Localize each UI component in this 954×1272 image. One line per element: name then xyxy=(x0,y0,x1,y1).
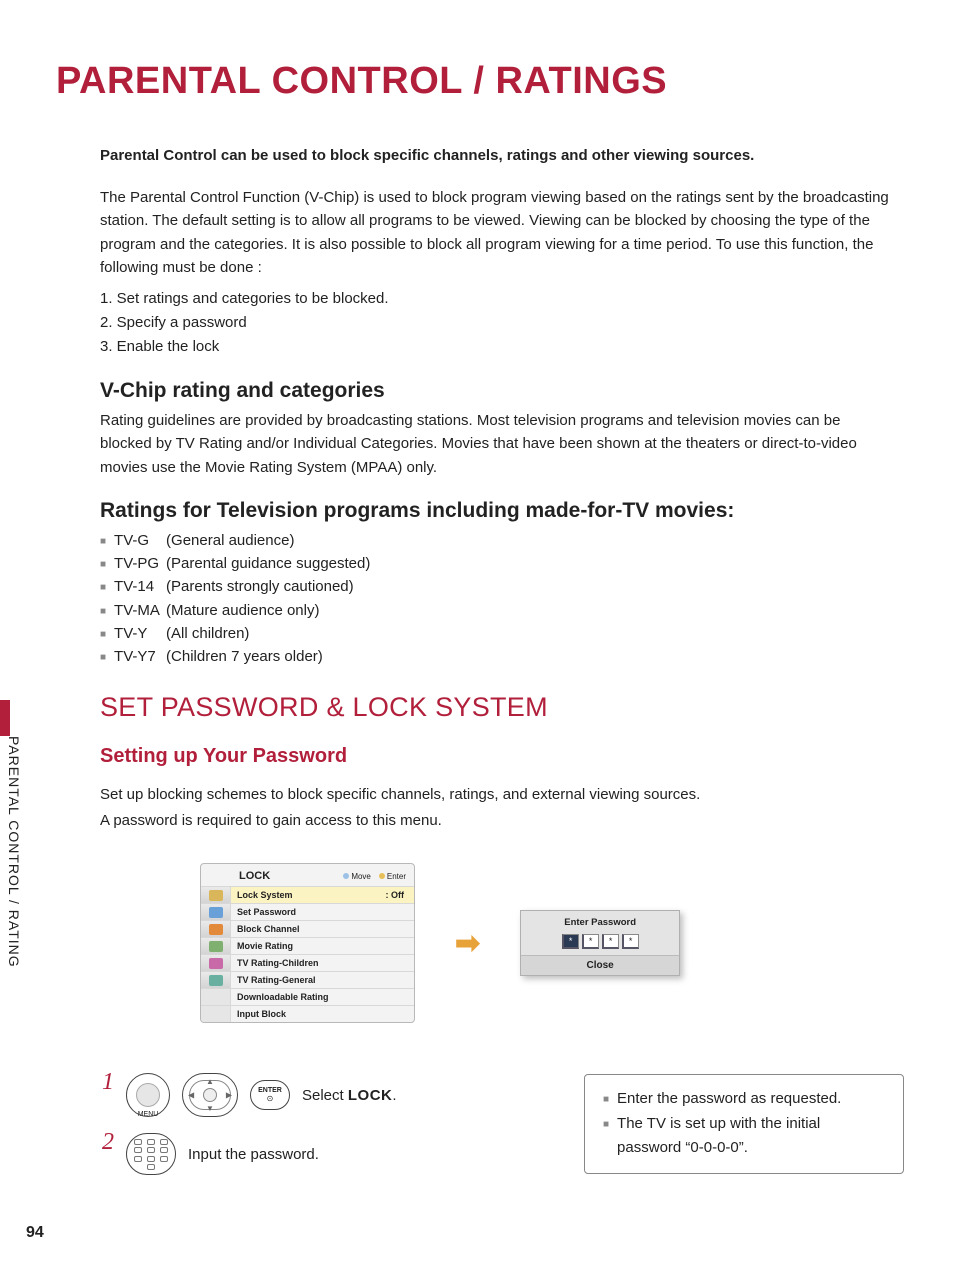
menu-icon xyxy=(201,989,231,1005)
page-number: 94 xyxy=(26,1224,44,1242)
intro-step: 2. Specify a password xyxy=(100,311,894,335)
rating-code: TV-G xyxy=(114,529,166,552)
vchip-paragraph: Rating guidelines are provided by broadc… xyxy=(100,409,894,479)
lock-menu-item[interactable]: Lock System: Off xyxy=(201,886,414,903)
rating-row: ■ TV-MA(Mature audience only) xyxy=(100,599,894,622)
note-box: ■Enter the password as requested. ■The T… xyxy=(584,1074,904,1174)
bullet-icon: ■ xyxy=(603,1092,609,1110)
menu-icon xyxy=(201,972,231,988)
menu-icon xyxy=(201,887,231,903)
vchip-heading: V-Chip rating and categories xyxy=(100,379,894,403)
lock-menu-item[interactable]: Input Block xyxy=(201,1005,414,1022)
enter-button-icon: ENTER ⊙ xyxy=(250,1080,290,1110)
rating-code: TV-MA xyxy=(114,599,166,622)
rating-desc: (Children 7 years older) xyxy=(166,645,323,668)
section-title: SET PASSWORD & LOCK SYSTEM xyxy=(100,692,894,723)
tv-ratings-list: ■ TV-G(General audience) ■ TV-PG(Parental g… xyxy=(100,529,894,669)
password-box[interactable]: * xyxy=(582,934,599,949)
intro-bold: Parental Control can be used to block sp… xyxy=(100,147,894,164)
side-tab-text: PARENTAL CONTROL / RATING xyxy=(6,736,22,968)
menu-icon xyxy=(201,938,231,954)
menu-button-label: MENU xyxy=(127,1111,169,1118)
setup-line: A password is required to gain access to… xyxy=(100,808,894,834)
rating-code: TV-PG xyxy=(114,552,166,575)
rating-desc: (All children) xyxy=(166,622,249,645)
bullet-icon: ■ xyxy=(603,1117,609,1159)
rating-desc: (Parental guidance suggested) xyxy=(166,552,370,575)
password-dialog-close[interactable]: Close xyxy=(521,955,679,975)
sub-title: Setting up Your Password xyxy=(100,745,894,768)
bullet-icon: ■ xyxy=(100,557,106,573)
password-dialog-title: Enter Password xyxy=(521,911,679,932)
note-line: The TV is set up with the initial passwo… xyxy=(617,1112,887,1159)
rating-row: ■ TV-Y(All children) xyxy=(100,622,894,645)
password-box[interactable]: * xyxy=(622,934,639,949)
intro-paragraph: The Parental Control Function (V-Chip) i… xyxy=(100,186,894,279)
lock-osd-title: LOCK xyxy=(239,870,270,882)
bullet-icon: ■ xyxy=(100,534,106,550)
lock-menu-item[interactable]: TV Rating-Children xyxy=(201,954,414,971)
menu-button-icon: MENU xyxy=(126,1073,170,1117)
lock-item-value: : Off xyxy=(386,890,415,900)
lock-item-label: TV Rating-Children xyxy=(231,958,414,968)
menu-icon xyxy=(201,955,231,971)
bullet-icon: ■ xyxy=(100,627,106,643)
lock-menu-item[interactable]: TV Rating-General xyxy=(201,971,414,988)
step-1-text: Select LOCK. xyxy=(302,1087,397,1104)
setup-line: Set up blocking schemes to block specifi… xyxy=(100,782,894,808)
note-line: Enter the password as requested. xyxy=(617,1087,841,1110)
intro-step: 1. Set ratings and categories to be bloc… xyxy=(100,287,894,311)
rating-code: TV-14 xyxy=(114,575,166,598)
menu-icon xyxy=(201,1006,231,1022)
bullet-icon: ■ xyxy=(100,650,106,666)
lock-menu-item[interactable]: Movie Rating xyxy=(201,937,414,954)
rating-code: TV-Y xyxy=(114,622,166,645)
lock-osd-panel: LOCK Move Enter Lock System: Off Set Pass… xyxy=(200,863,415,1023)
side-tab-bar xyxy=(0,700,10,736)
lock-item-label: TV Rating-General xyxy=(231,975,414,985)
lock-menu-item[interactable]: Downloadable Rating xyxy=(201,988,414,1005)
rating-row: ■ TV-14(Parents strongly cautioned) xyxy=(100,575,894,598)
rating-code: TV-Y7 xyxy=(114,645,166,668)
rating-desc: (Parents strongly cautioned) xyxy=(166,575,354,598)
lock-item-label: Set Password xyxy=(231,907,414,917)
password-box[interactable]: * xyxy=(562,934,579,949)
lock-osd-hints: Move Enter xyxy=(343,872,406,881)
password-boxes: * * * * xyxy=(521,932,679,955)
step-number: 1 xyxy=(100,1069,114,1096)
lock-osd-header: LOCK Move Enter xyxy=(201,864,414,886)
side-tab: PARENTAL CONTROL / RATING xyxy=(0,700,22,1000)
rating-row: ■ TV-G(General audience) xyxy=(100,529,894,552)
intro-step: 3. Enable the lock xyxy=(100,335,894,359)
page-title: PARENTAL CONTROL / RATINGS xyxy=(56,60,904,103)
rating-row: ■ TV-PG(Parental guidance suggested) xyxy=(100,552,894,575)
password-box[interactable]: * xyxy=(602,934,619,949)
menu-icon xyxy=(201,904,231,920)
step-number: 2 xyxy=(100,1129,114,1156)
tv-ratings-heading: Ratings for Television programs includin… xyxy=(100,499,894,523)
password-dialog: Enter Password * * * * Close xyxy=(520,910,680,976)
step-2-text: Input the password. xyxy=(188,1146,319,1163)
lock-item-label: Downloadable Rating xyxy=(231,992,414,1002)
lock-item-label: Input Block xyxy=(231,1009,414,1019)
enter-button-label: ENTER xyxy=(258,1087,282,1094)
menu-icon xyxy=(201,921,231,937)
arrow-icon: ➡ xyxy=(455,926,480,961)
keypad-button-icon xyxy=(126,1133,176,1175)
lock-item-label: Movie Rating xyxy=(231,941,414,951)
bullet-icon: ■ xyxy=(100,580,106,596)
lock-menu-item[interactable]: Set Password xyxy=(201,903,414,920)
lock-item-label: Lock System xyxy=(231,890,386,900)
setup-paragraph: Set up blocking schemes to block specifi… xyxy=(100,782,894,833)
rating-desc: (Mature audience only) xyxy=(166,599,319,622)
osd-row: LOCK Move Enter Lock System: Off Set Pass… xyxy=(200,863,894,1023)
intro-steps-list: 1. Set ratings and categories to be bloc… xyxy=(100,287,894,359)
rating-desc: (General audience) xyxy=(166,529,294,552)
bullet-icon: ■ xyxy=(100,604,106,620)
lock-menu-item[interactable]: Block Channel xyxy=(201,920,414,937)
nav-button-icon: ▲▼◀▶ xyxy=(182,1073,238,1117)
rating-row: ■ TV-Y7(Children 7 years older) xyxy=(100,645,894,668)
lock-item-label: Block Channel xyxy=(231,924,414,934)
